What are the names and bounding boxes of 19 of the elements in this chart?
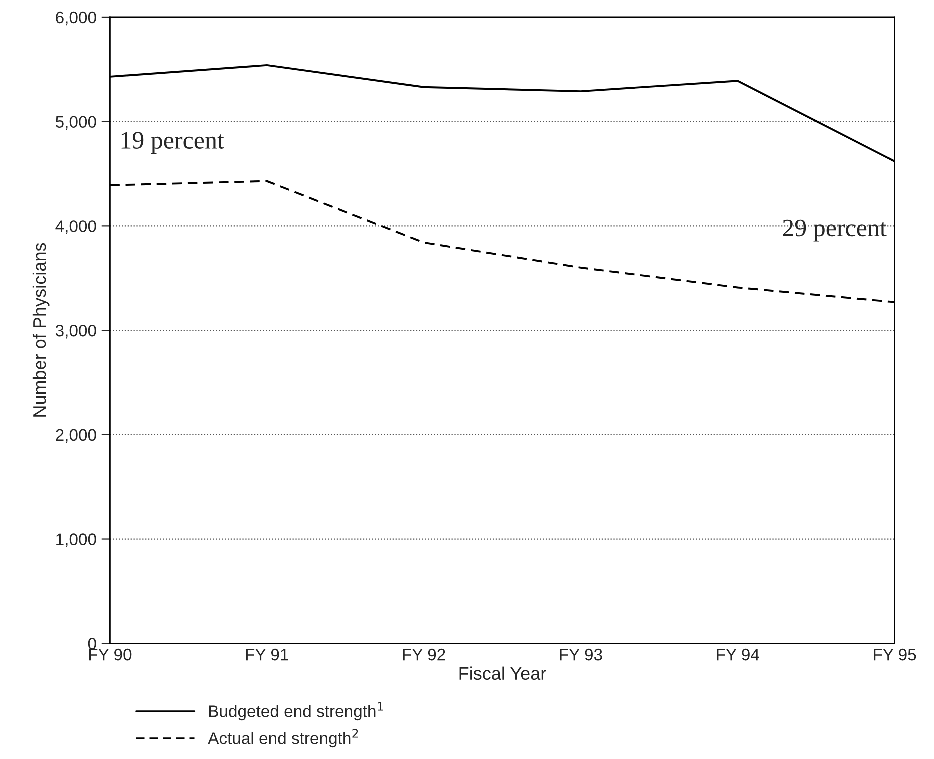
y-tick-label: 6,000: [56, 12, 96, 26]
y-axis-title: Number of Physicians: [32, 243, 50, 417]
x-tick-label: FY 90: [89, 648, 132, 661]
y-tick-label: 5,000: [56, 116, 96, 130]
y-tick-label: 4,000: [56, 220, 96, 234]
annotation: 29 percent: [783, 220, 887, 242]
x-tick-label: FY 93: [560, 648, 602, 661]
x-tick-label: FY 92: [403, 648, 446, 661]
y-tick-label: 3,000: [56, 324, 96, 339]
legend-label: Budgeted end strength$^{1}$: [209, 702, 384, 721]
y-tick-label: 1,000: [56, 534, 96, 548]
x-axis-title: Fiscal Year: [460, 666, 546, 680]
x-tick-label: FY 91: [246, 648, 288, 661]
x-tick-label: FY 94: [717, 648, 760, 661]
legend-label: Actual end strength$^{2}$: [208, 729, 358, 748]
y-tick-label: 2,000: [56, 429, 96, 444]
y-tick-label: 0: [88, 638, 96, 650]
x-tick-label: FY 95: [874, 648, 916, 661]
annotation: 19 percent: [122, 132, 224, 154]
